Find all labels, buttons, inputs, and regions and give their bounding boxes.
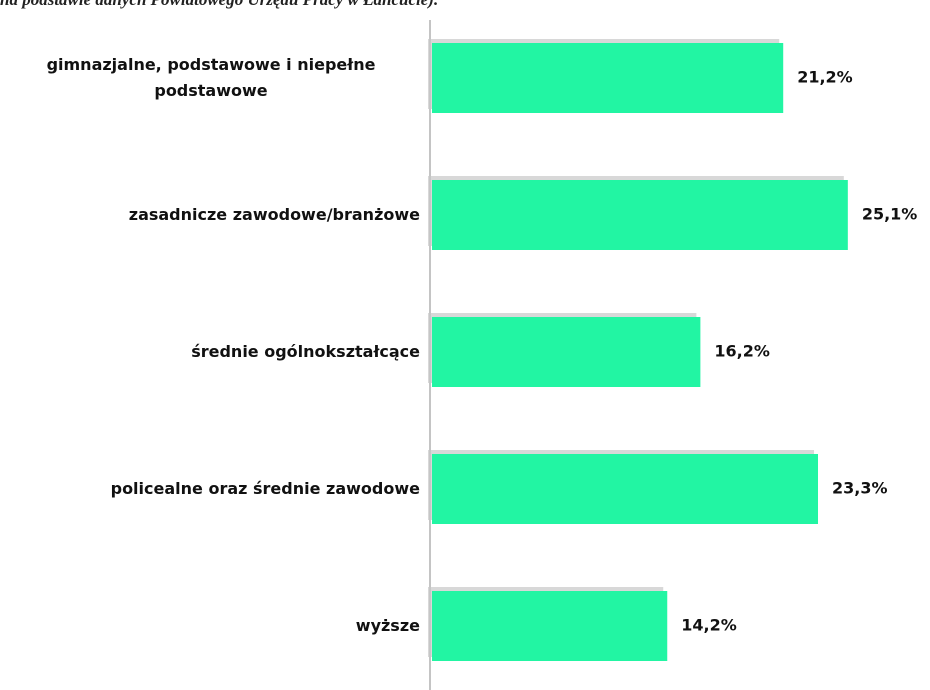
value-label: 21,2% (797, 68, 853, 87)
value-label: 14,2% (681, 616, 737, 635)
bar (432, 317, 701, 387)
value-label: 23,3% (832, 479, 888, 498)
category-label: średnie ogólnokształcące (191, 342, 420, 361)
bar (432, 454, 819, 524)
category-label: policealne oraz średnie zawodowe (110, 479, 420, 498)
value-label: 16,2% (714, 342, 770, 361)
category-label: gimnazjalne, podstawowe i niepełne podst… (46, 55, 376, 100)
bar (432, 43, 784, 113)
caption: na podstawie danych Powiatowego Urzędu P… (0, 0, 438, 10)
bar (432, 180, 848, 250)
value-label: 25,1% (862, 205, 918, 224)
category-label: wyższe (355, 616, 420, 635)
category-label: zasadnicze zawodowe/branżowe (128, 205, 420, 224)
bar (432, 591, 668, 661)
